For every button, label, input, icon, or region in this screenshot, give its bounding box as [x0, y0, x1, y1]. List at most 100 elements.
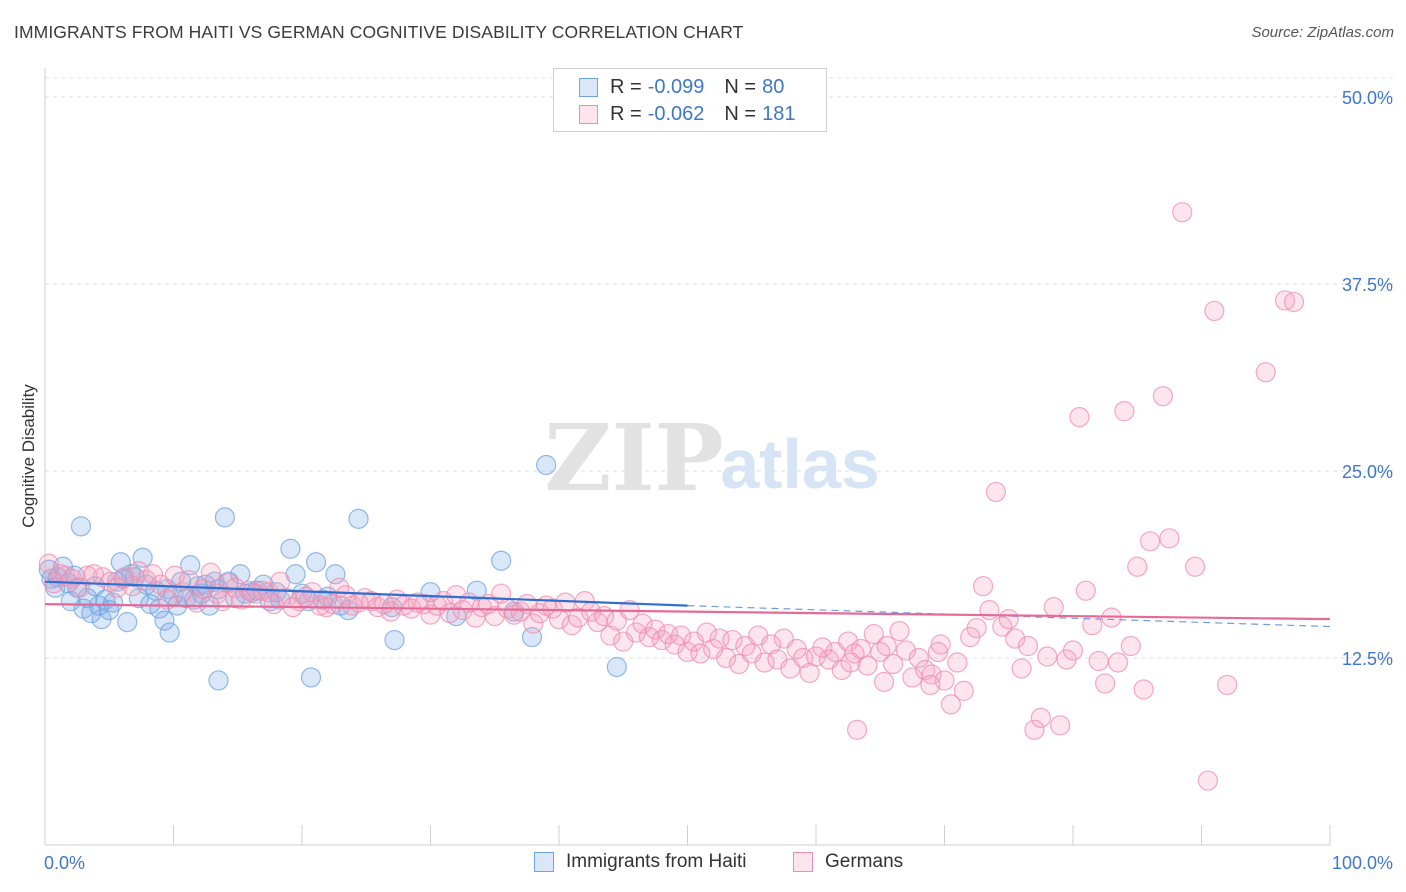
germans-point	[1088, 650, 1109, 672]
germans-point	[840, 652, 861, 673]
germans-point	[838, 631, 859, 652]
germans-point	[947, 652, 968, 673]
germans-point	[715, 647, 737, 669]
bottom-legend-germans: Germans	[793, 851, 903, 873]
germans-point	[1011, 658, 1032, 679]
legend-r-value: -0.099	[647, 75, 705, 98]
germans-point	[874, 671, 895, 693]
germans-point	[1037, 646, 1058, 667]
bottom-legend-swatch-haiti	[534, 852, 554, 872]
germans-point	[930, 634, 951, 655]
haiti-point	[606, 656, 627, 678]
germans-point	[863, 623, 884, 645]
germans-point	[690, 643, 711, 664]
germans-point	[645, 619, 666, 640]
germans-point	[972, 576, 994, 597]
germans-point	[722, 629, 743, 651]
legend-row-germans: R = -0.062 N = 181	[579, 101, 795, 127]
chart-title: IMMIGRANTS FROM HAITI VS GERMAN COGNITIV…	[14, 22, 744, 42]
haiti-point	[384, 629, 405, 651]
bottom-legend-swatch-germans	[793, 852, 813, 872]
y-axis-title: Cognitive Disability	[19, 384, 38, 528]
germans-point	[1114, 401, 1135, 422]
haiti-point	[325, 564, 346, 585]
germans-point	[985, 481, 1007, 503]
x-tick-label: 100.0%	[1332, 853, 1393, 873]
legend-n-value: 80	[762, 75, 785, 98]
germans-point	[651, 629, 672, 651]
legend-swatch-haiti	[579, 77, 598, 97]
germans-point	[1255, 362, 1276, 383]
haiti-point	[214, 507, 235, 528]
legend-r-label: R =	[610, 75, 642, 98]
source-label: Source: ZipAtlas.com	[1251, 24, 1394, 41]
germans-point	[1184, 556, 1206, 577]
germans-point	[632, 613, 653, 634]
germans-point	[1005, 628, 1026, 649]
bottom-legend-label-germans: Germans	[825, 851, 904, 872]
germans-point	[1127, 556, 1148, 577]
germans-point	[446, 585, 467, 606]
germans-point	[709, 628, 730, 649]
germans-point	[1043, 597, 1064, 618]
trend-lines	[44, 580, 1331, 628]
germans-point	[1204, 300, 1225, 322]
germans-point	[1139, 531, 1161, 552]
haiti-trend-line	[44, 580, 688, 607]
watermark-atlas: atlas	[720, 425, 880, 503]
germans-point	[1095, 673, 1116, 694]
germans-point	[542, 598, 563, 619]
germans-point	[677, 641, 698, 663]
germans-point	[106, 577, 128, 598]
y-tick-label: 37.5%	[1342, 275, 1393, 295]
germans-point	[902, 667, 923, 688]
haiti-point	[180, 555, 201, 576]
germans-point	[142, 564, 164, 585]
haiti-point	[132, 547, 153, 568]
germans-point	[1120, 635, 1141, 657]
haiti-point	[103, 592, 124, 613]
germans-point	[1283, 291, 1305, 313]
germans-point	[754, 652, 775, 673]
germans-point	[882, 653, 904, 675]
germans-point	[940, 694, 962, 715]
germans-point	[200, 562, 221, 583]
legend-n-value: 181	[762, 102, 796, 125]
germans-point	[186, 592, 207, 613]
germans-point	[1217, 674, 1238, 696]
germans-point	[760, 634, 782, 655]
germans-point	[1017, 635, 1039, 657]
germans-point	[1024, 719, 1045, 740]
germans-point	[847, 719, 868, 740]
germans-point	[361, 591, 382, 612]
germans-trend-line	[44, 603, 1331, 621]
haiti-point	[77, 588, 98, 609]
legend-n-label: N =	[724, 102, 757, 125]
germans-point	[523, 613, 544, 634]
germans-point	[870, 641, 891, 663]
germans-point	[1030, 707, 1051, 728]
germans-point	[921, 664, 942, 685]
haiti-point	[348, 508, 369, 529]
germans-point	[309, 595, 331, 616]
germans-point	[658, 623, 679, 645]
germans-point	[335, 585, 356, 606]
germans-point	[1069, 407, 1090, 428]
germans-point	[263, 594, 284, 615]
germans-point	[889, 620, 910, 642]
germans-point	[1050, 715, 1071, 736]
haiti-point	[159, 622, 180, 643]
germans-point	[178, 570, 200, 591]
germans-point	[920, 674, 941, 696]
haiti-point	[154, 610, 175, 631]
germans-point	[1133, 679, 1154, 700]
haiti-point	[491, 550, 512, 571]
watermark-zip: ZIP	[544, 404, 723, 512]
haiti-point	[280, 538, 301, 559]
legend-r-label: R =	[610, 102, 642, 125]
germans-point	[812, 637, 833, 658]
germans-point	[258, 582, 279, 603]
correlation-legend: R = -0.099 N = 80 R = -0.062 N = 181	[553, 68, 827, 132]
